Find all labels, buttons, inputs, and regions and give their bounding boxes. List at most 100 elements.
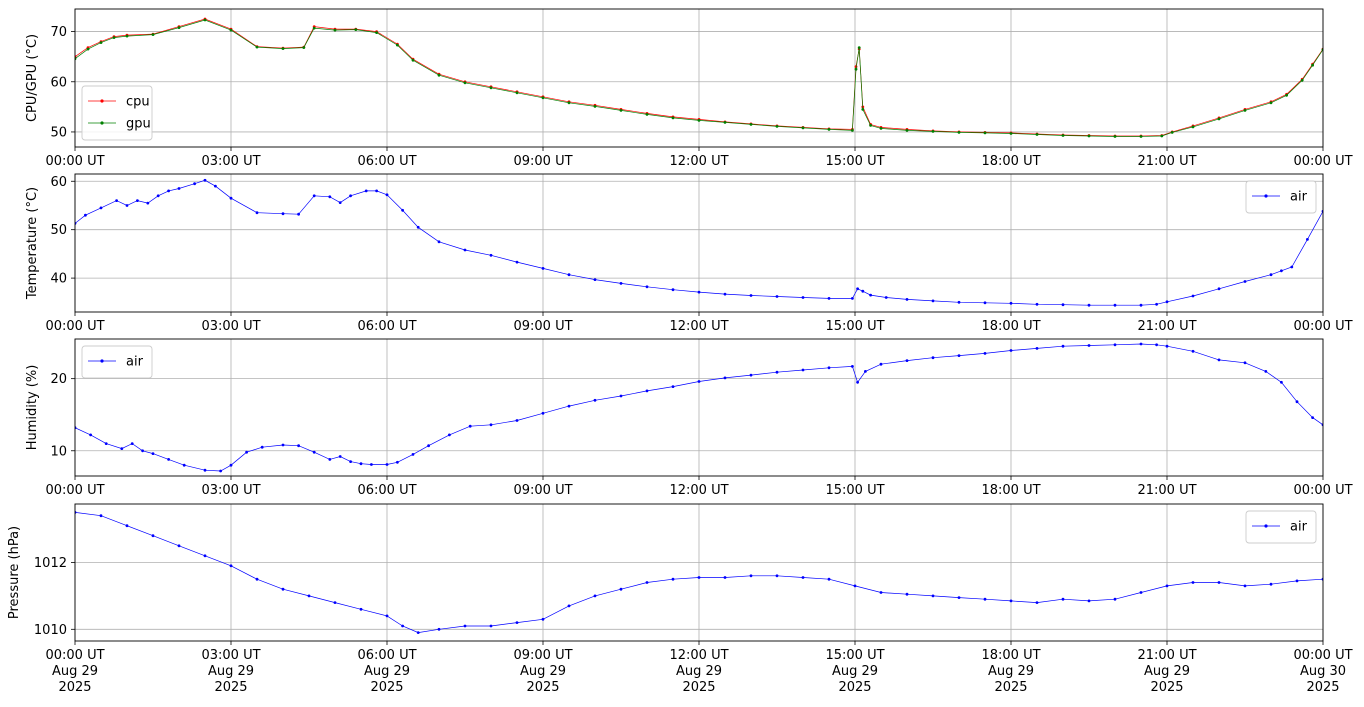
x-tick-label: 09:00 UT xyxy=(513,319,572,334)
legend-label-air: air xyxy=(126,355,144,370)
data-point-air xyxy=(749,373,753,377)
data-point-gpu xyxy=(697,119,701,122)
legend: cpu gpu xyxy=(81,85,153,141)
data-point-air xyxy=(671,577,675,581)
data-point-air xyxy=(297,212,300,216)
data-point-air xyxy=(1165,584,1169,588)
series-air xyxy=(75,511,1323,634)
x-tick-label: 21:00 UT xyxy=(1137,154,1196,169)
legend: air xyxy=(1245,180,1317,214)
data-point-gpu xyxy=(801,126,805,130)
data-point-air xyxy=(385,614,389,618)
data-point-air xyxy=(864,370,867,373)
data-point-air xyxy=(141,449,145,453)
data-point-air xyxy=(349,460,352,463)
legend-marker-cpu xyxy=(100,99,104,103)
x-tick-label: 12:00 UT xyxy=(669,319,728,334)
data-point-air xyxy=(827,297,831,300)
x-tick-label: 06:00 UT xyxy=(357,154,416,169)
data-point-gpu xyxy=(437,73,441,77)
y-tick-label: 50 xyxy=(50,223,67,238)
data-point-air xyxy=(297,444,300,448)
data-point-air xyxy=(1061,344,1065,348)
data-point-air xyxy=(1191,349,1195,353)
data-point-air xyxy=(931,299,935,303)
x-tick-label: 00:00 UT Aug 30 2025 xyxy=(1293,648,1352,695)
data-point-air xyxy=(156,194,160,198)
x-tick-label: 06:00 UT Aug 29 2025 xyxy=(357,648,416,695)
data-point-air xyxy=(879,591,883,594)
data-point-air xyxy=(1243,280,1247,283)
data-point-air xyxy=(856,380,859,384)
x-tick-label: 21:00 UT xyxy=(1137,483,1196,498)
data-point-air xyxy=(619,282,623,285)
data-point-air xyxy=(281,587,285,591)
data-point-air xyxy=(1243,361,1247,365)
data-point-air xyxy=(749,574,753,578)
x-tick-label: 09:00 UT xyxy=(513,154,572,169)
data-point-air xyxy=(645,389,649,393)
data-point-air xyxy=(333,601,337,604)
series-air xyxy=(75,178,1323,307)
data-point-air xyxy=(697,576,701,579)
plot-frame xyxy=(74,8,1324,148)
data-point-gpu xyxy=(775,125,779,128)
x-tick-label: 00:00 UT xyxy=(1293,483,1352,498)
data-point-gpu xyxy=(749,123,753,126)
data-point-air xyxy=(182,463,186,467)
data-point-air xyxy=(861,289,865,293)
data-point-air xyxy=(541,267,545,270)
data-point-air xyxy=(463,624,467,628)
data-point-air xyxy=(905,298,909,301)
data-point-air xyxy=(593,398,597,402)
y-axis-label: Pressure (hPa) xyxy=(7,526,22,619)
data-point-gpu xyxy=(125,34,129,38)
data-point-air xyxy=(723,292,727,296)
y-tick-label: 50 xyxy=(50,125,67,140)
data-point-air xyxy=(120,447,124,450)
data-point-air xyxy=(856,287,859,291)
data-point-air xyxy=(1087,303,1091,307)
data-point-gpu xyxy=(854,67,858,71)
data-point-air xyxy=(931,356,935,360)
data-point-air xyxy=(177,544,181,548)
legend-box xyxy=(1245,180,1317,214)
data-point-air xyxy=(437,240,441,244)
data-point-air xyxy=(749,294,753,297)
plot-frame xyxy=(74,503,1324,642)
data-point-air xyxy=(448,433,451,437)
data-point-air xyxy=(1295,400,1299,404)
data-point-air xyxy=(312,450,316,454)
data-point-air xyxy=(931,594,935,598)
data-point-gpu xyxy=(489,86,493,90)
data-point-air xyxy=(312,194,316,198)
data-point-gpu xyxy=(1160,134,1164,138)
data-point-air xyxy=(401,208,404,212)
legend-box xyxy=(81,85,153,141)
series-line-cpu xyxy=(75,18,1323,137)
chart-panel-4: 00:00 UT Aug 29 2025 03:00 UT Aug 29 2025 06:0… xyxy=(7,503,1353,695)
data-point-gpu xyxy=(99,41,103,44)
data-point-air xyxy=(884,296,888,299)
data-point-gpu xyxy=(203,18,207,22)
x-tick-label: 00:00 UT xyxy=(1293,154,1352,169)
y-tick-label: 20 xyxy=(50,372,67,387)
chart-panel-3: 00:00 UT 03:00 UT 06:00 UT 09:00 UT 12:00 UT… xyxy=(25,338,1353,498)
data-point-gpu xyxy=(1009,132,1013,135)
data-point-air xyxy=(307,594,311,598)
data-point-gpu xyxy=(851,129,854,132)
data-point-air xyxy=(905,359,909,362)
data-point-air xyxy=(375,189,378,193)
data-point-air xyxy=(1113,343,1117,347)
data-point-air xyxy=(125,204,129,207)
data-point-air xyxy=(645,285,649,289)
data-point-gpu xyxy=(983,131,987,135)
data-point-air xyxy=(1009,349,1013,352)
data-point-gpu xyxy=(957,131,961,134)
data-point-air xyxy=(401,624,404,628)
data-point-gpu xyxy=(1243,109,1247,112)
data-point-gpu xyxy=(255,45,259,49)
data-point-air xyxy=(416,631,420,634)
data-point-air xyxy=(853,584,857,588)
x-tick-label: 18:00 UT Aug 29 2025 xyxy=(981,648,1040,695)
